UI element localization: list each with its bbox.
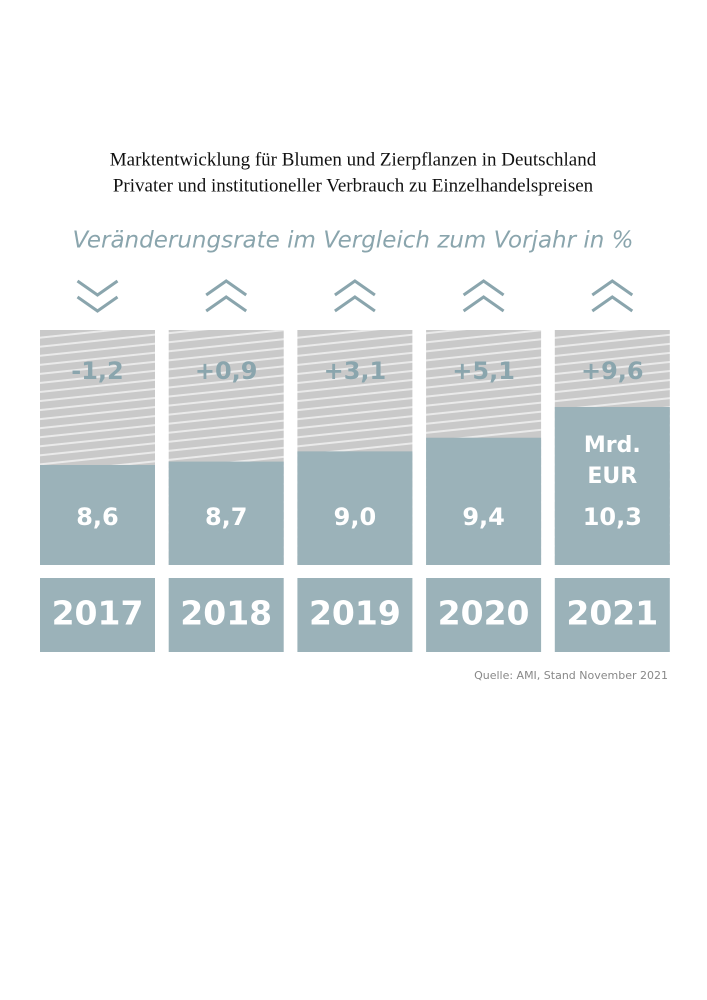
bar xyxy=(426,437,542,565)
value-label: 8,7 xyxy=(205,503,248,531)
year-box xyxy=(554,578,670,652)
year-box xyxy=(297,578,413,652)
value-label: 10,3 xyxy=(583,503,642,531)
bar xyxy=(297,451,413,565)
unit-label: Mrd. xyxy=(584,433,641,458)
x-tick-label: 2018 xyxy=(180,594,272,633)
change-label: +5,1 xyxy=(452,357,515,385)
year-box xyxy=(168,578,284,652)
value-label: 9,4 xyxy=(462,503,505,531)
arrow-up xyxy=(334,279,376,313)
change-title: Veränderungsrate im Vergleich zum Vorjah… xyxy=(72,228,633,254)
bar xyxy=(554,407,670,565)
chart-subtitle: Privater und institutioneller Verbrauch … xyxy=(113,175,594,196)
source: Quelle: AMI, Stand November 2021 xyxy=(474,669,668,682)
bar xyxy=(40,465,155,565)
x-tick-label: 2020 xyxy=(438,594,530,633)
arrow-up xyxy=(462,279,505,313)
change-label: -1,2 xyxy=(71,357,123,385)
value-label: 8,6 xyxy=(76,503,119,531)
arrow-down xyxy=(76,279,119,313)
x-tick-label: 2017 xyxy=(52,594,144,633)
arrow-up xyxy=(591,279,634,313)
change-label: +9,6 xyxy=(581,357,644,385)
x-tick-label: 2021 xyxy=(566,594,658,633)
arrow-up xyxy=(205,279,248,313)
value-label: 9,0 xyxy=(334,503,377,531)
x-tick-label: 2019 xyxy=(309,594,401,633)
year-box xyxy=(40,578,155,652)
change-label: +3,1 xyxy=(324,357,387,385)
change-label: +0,9 xyxy=(195,357,258,385)
year-box xyxy=(426,578,542,652)
chart-title: Marktentwicklung für Blumen und Zierpfla… xyxy=(110,149,597,170)
unit-label: EUR xyxy=(587,464,637,489)
bar xyxy=(168,461,284,565)
